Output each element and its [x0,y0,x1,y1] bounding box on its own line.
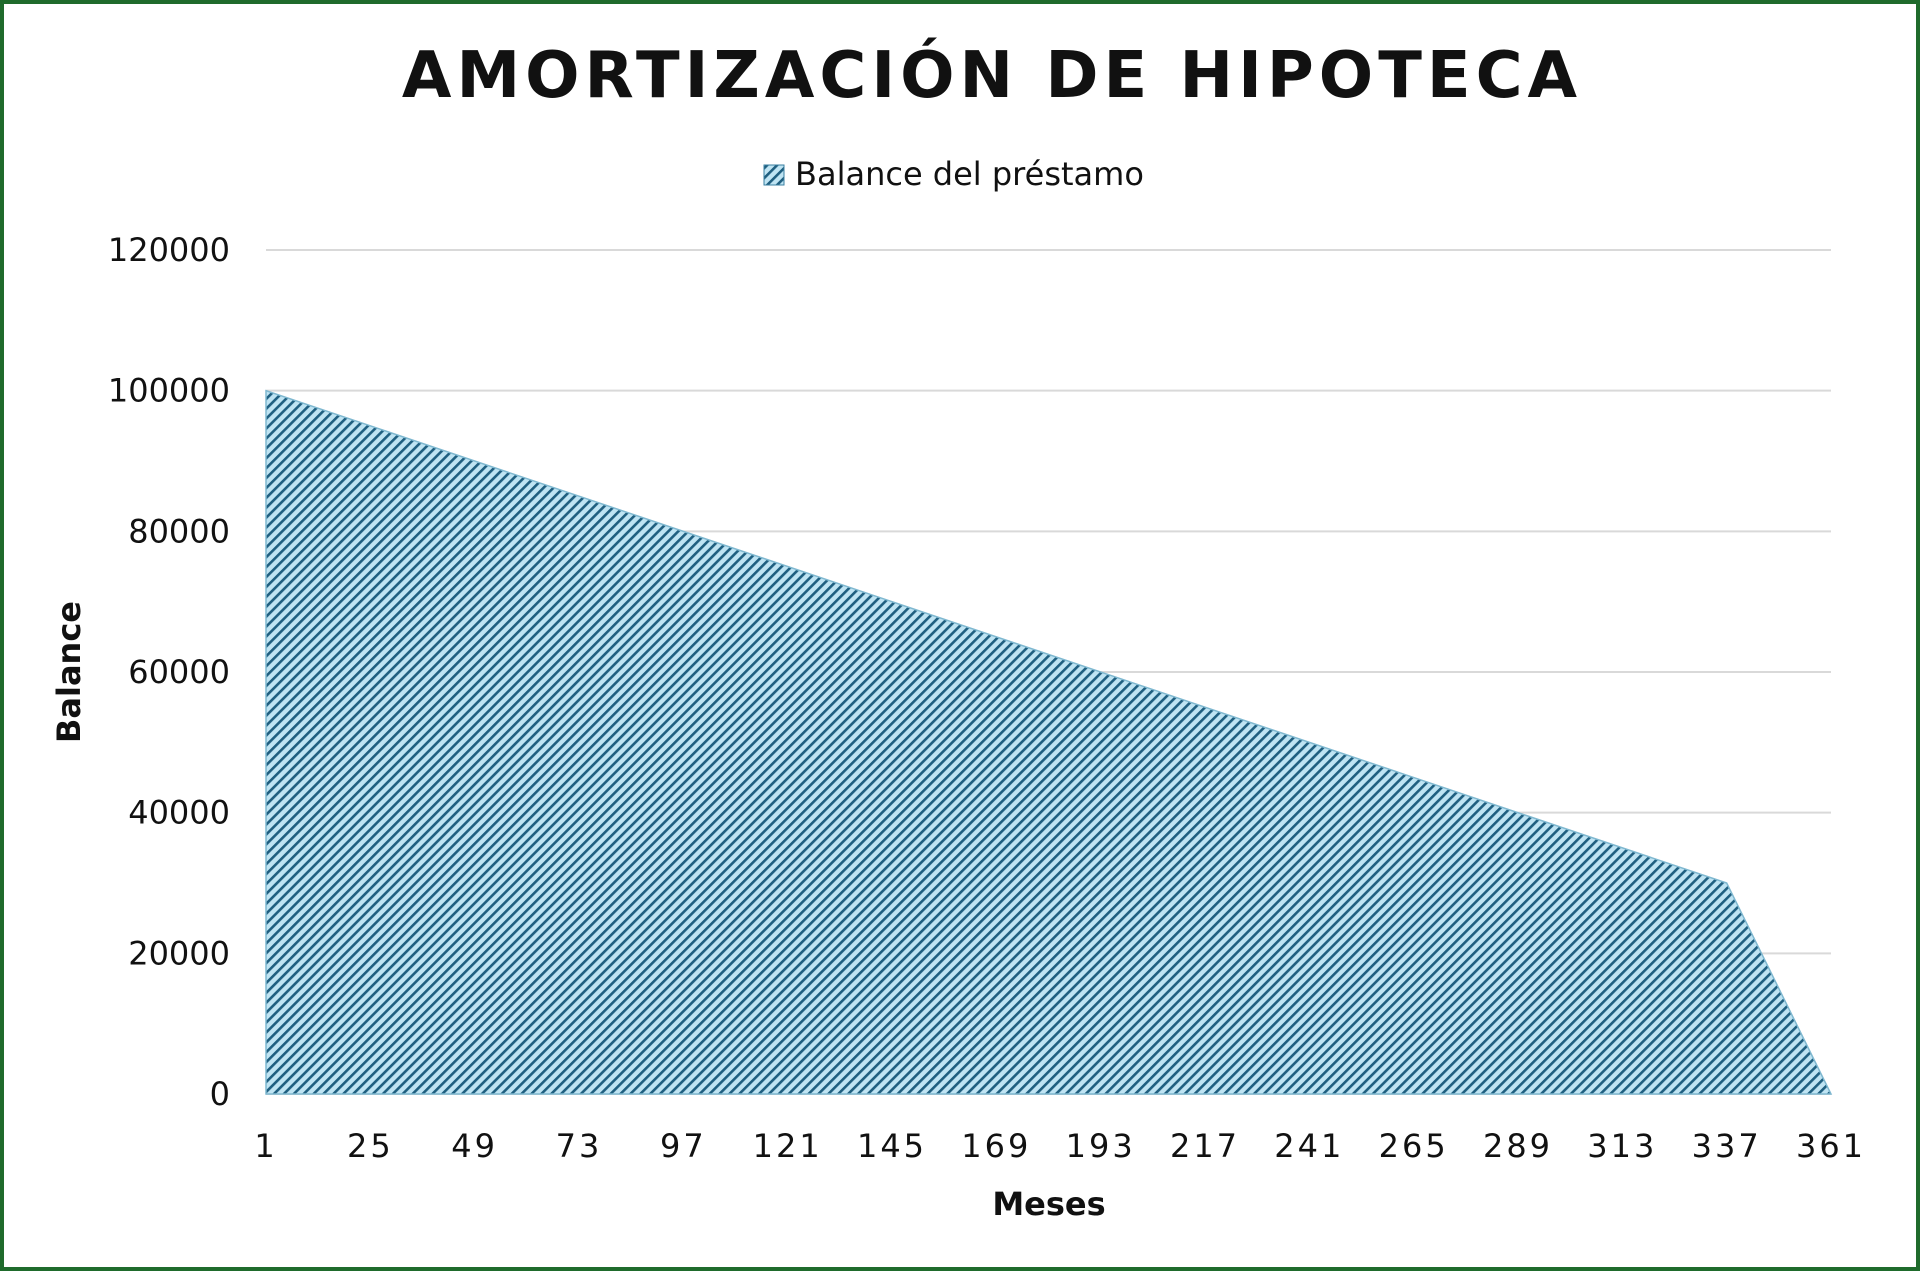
x-tick-label: 169 [961,1127,1031,1165]
y-tick-label: 0 [210,1075,230,1113]
x-tick-label: 337 [1692,1127,1762,1165]
chart-title: AMORTIZACIÓN DE HIPOTECA [402,37,1582,113]
x-tick-label: 73 [556,1127,603,1165]
x-tick-label: 289 [1483,1127,1553,1165]
x-tick-label: 1 [254,1127,277,1165]
y-tick-label: 100000 [108,372,230,410]
x-tick-label: 193 [1066,1127,1136,1165]
y-tick-label: 20000 [128,934,230,972]
legend-label: Balance del préstamo [795,155,1144,193]
x-tick-label: 25 [347,1127,394,1165]
y-tick-label: 60000 [128,653,230,691]
x-tick-label: 241 [1274,1127,1344,1165]
x-tick-label: 265 [1379,1127,1449,1165]
y-tick-label: 40000 [128,794,230,832]
legend-swatch [763,164,785,186]
legend: Balance del préstamo [763,155,1144,193]
y-tick-label: 80000 [128,512,230,550]
x-tick-label: 97 [660,1127,707,1165]
y-axis-label: Balance [50,601,88,743]
x-tick-label: 313 [1587,1127,1657,1165]
y-tick-label: 120000 [108,231,230,269]
x-tick-label: 217 [1170,1127,1240,1165]
x-tick-label: 121 [753,1127,823,1165]
x-tick-label: 361 [1796,1127,1866,1165]
area-series [265,389,1833,1095]
x-tick-label: 145 [857,1127,927,1165]
x-axis-label: Meses [992,1185,1105,1223]
x-tick-label: 49 [451,1127,498,1165]
